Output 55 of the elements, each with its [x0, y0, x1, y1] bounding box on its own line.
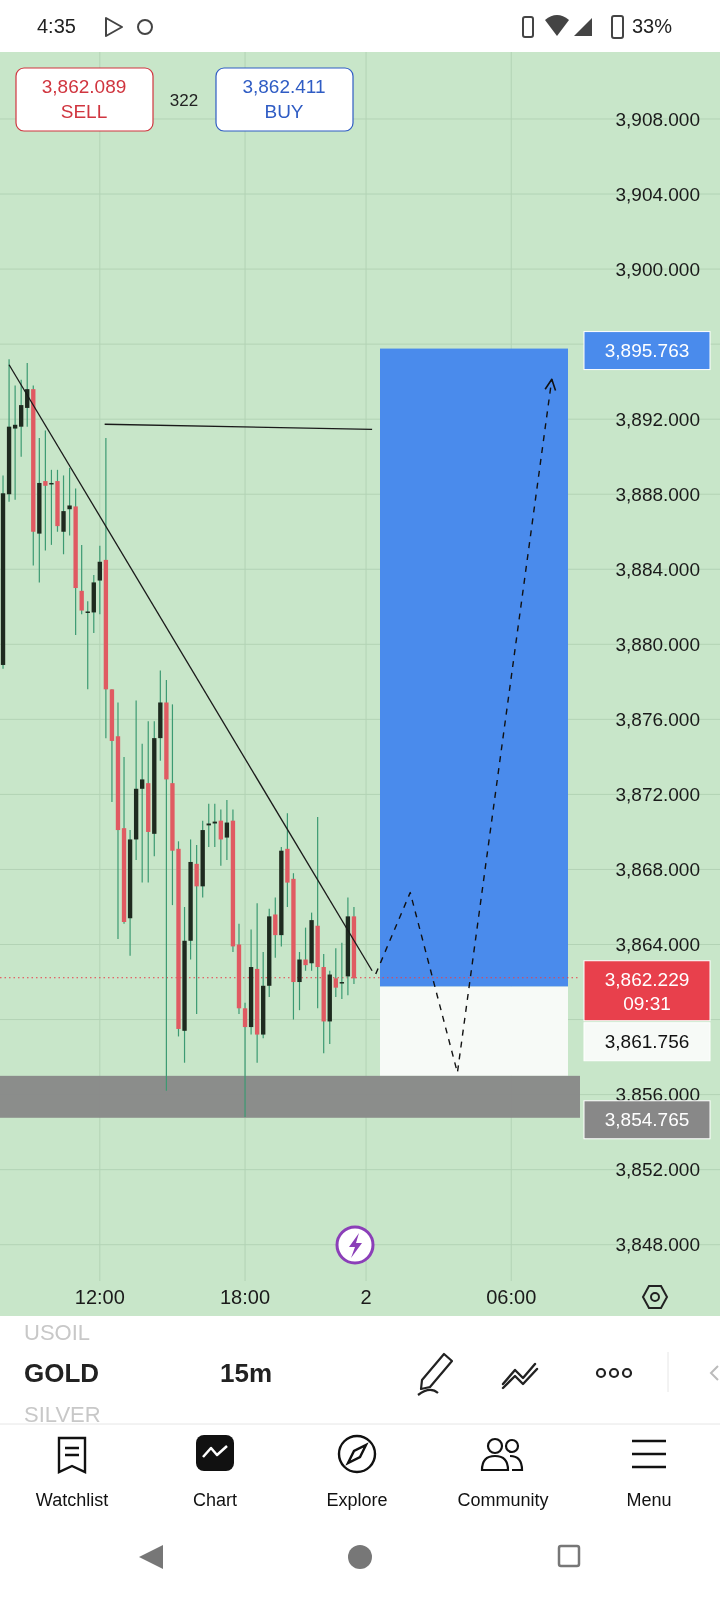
y-tick-label: 3,900.000	[615, 258, 700, 280]
annotation: 09:31	[623, 993, 671, 1015]
candlestick	[85, 600, 90, 690]
y-tick-label: 3,852.000	[615, 1159, 700, 1181]
text: Watchlist	[35, 1490, 109, 1510]
x-tick-label: 06:00	[486, 1286, 537, 1308]
y-tick-label: 3,884.000	[615, 558, 700, 580]
candlestick	[297, 951, 302, 1011]
annotation: SELL	[60, 101, 108, 122]
candlestick	[97, 545, 103, 615]
candlestick	[140, 743, 145, 884]
annotation: 3,862.411	[242, 76, 326, 97]
x-tick-label: 18:00	[220, 1286, 271, 1308]
candlestick	[61, 474, 66, 555]
candlestick	[333, 947, 338, 998]
ref-line-label: 3,862.229	[604, 969, 690, 991]
text: Community	[457, 1490, 549, 1510]
y-tick-label: 3,872.000	[615, 784, 700, 806]
y-tick-label: 3,904.000	[615, 183, 700, 205]
y-tick-label: 3,876.000	[615, 709, 700, 731]
band-label: 3,854.765	[604, 1109, 690, 1131]
candlestick	[206, 803, 211, 848]
text: Explore	[326, 1490, 388, 1510]
candlestick	[19, 379, 24, 458]
candlestick	[339, 942, 345, 1000]
text: Chart	[192, 1490, 238, 1510]
annotation: 322	[169, 91, 199, 110]
text: GOLD	[24, 1358, 100, 1388]
candlestick	[224, 799, 230, 861]
annotation: BUY	[264, 101, 304, 122]
y-tick-label: 3,868.000	[615, 859, 700, 881]
candlestick	[67, 467, 72, 537]
band-label: 3,895.763	[604, 340, 690, 362]
y-tick-label: 3,856.000	[615, 1084, 700, 1106]
x-tick-label: 12:00	[74, 1286, 125, 1308]
candlestick	[303, 927, 308, 972]
candlestick	[242, 1002, 248, 1118]
y-tick-label: 3,888.000	[615, 483, 700, 505]
y-tick-label: 3,848.000	[615, 1234, 700, 1256]
candlestick	[194, 844, 199, 1015]
annotation: 3,862.089	[41, 76, 127, 97]
y-tick-label: 3,880.000	[615, 633, 700, 655]
band-label: 3,861.756	[604, 1031, 690, 1053]
text: 33%	[631, 15, 673, 37]
y-tick-label: 3,864.000	[615, 934, 700, 956]
candlestick	[43, 429, 48, 552]
text: 15m	[220, 1358, 273, 1388]
text: Menu	[626, 1490, 672, 1510]
y-tick-label: 3,908.000	[615, 108, 700, 130]
candlestick	[79, 544, 84, 615]
candlestick	[273, 897, 278, 959]
y-tick-label: 3,892.000	[615, 408, 700, 430]
text: 4:35	[37, 15, 76, 37]
candlestick	[12, 384, 18, 501]
x-tick-label: 2	[360, 1286, 372, 1308]
